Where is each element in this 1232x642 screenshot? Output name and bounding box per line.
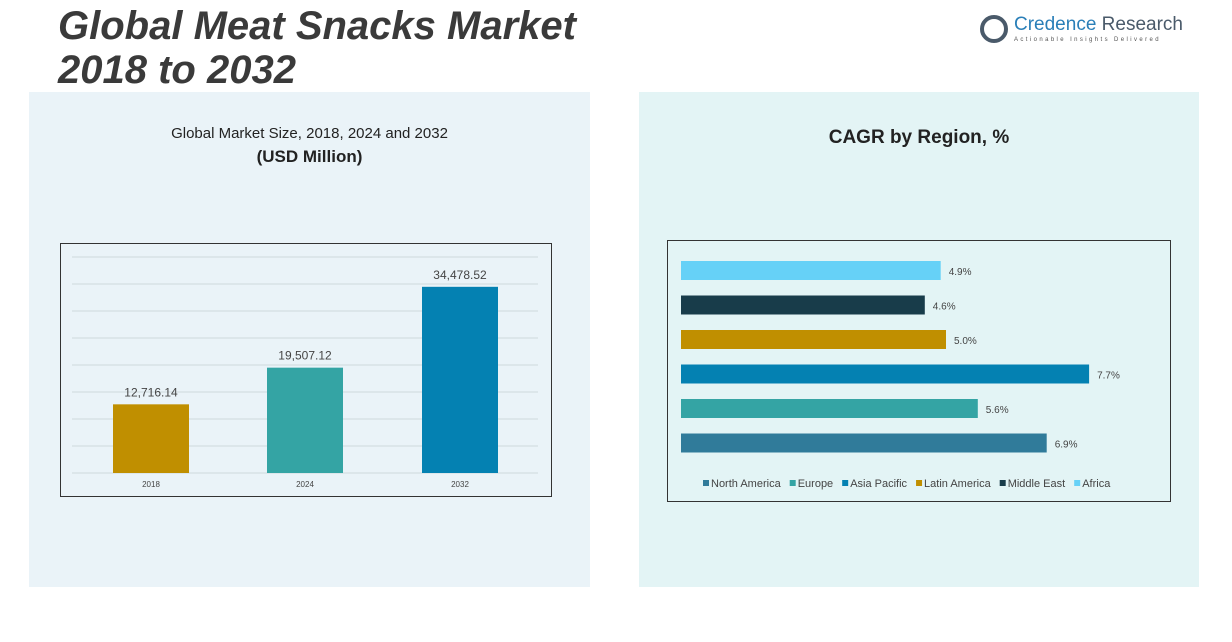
legend-label: Latin America xyxy=(924,478,992,490)
bar-middle-east xyxy=(681,295,925,315)
x-tick-label: 2018 xyxy=(142,480,160,489)
bar-asia-pacific xyxy=(681,364,1090,384)
legend-swatch xyxy=(789,480,796,486)
legend-swatch xyxy=(703,480,709,486)
data-label: 34,478.52 xyxy=(433,268,487,282)
legend-swatch xyxy=(999,480,1006,486)
page-title: Global Meat Snacks Market 2018 to 2032 xyxy=(58,4,576,92)
legend-swatch xyxy=(916,480,923,486)
market-chart-subtitle: (USD Million) xyxy=(256,147,363,166)
legend-swatch xyxy=(842,480,849,486)
legend-swatch xyxy=(1074,480,1081,486)
data-label: 4.9% xyxy=(949,267,972,278)
cagr-chart-title: CAGR by Region, % xyxy=(828,127,1010,148)
legend-label: Middle East xyxy=(1008,478,1065,490)
market-chart-title: Global Market Size, 2018, 2024 and 2032 xyxy=(171,125,448,142)
logo-name-a: Credence xyxy=(1014,14,1097,35)
bar-europe xyxy=(681,399,978,418)
title-line-1: Global Meat Snacks Market xyxy=(58,4,576,48)
data-label: 5.6% xyxy=(986,405,1009,416)
data-label: 6.9% xyxy=(1055,440,1078,451)
bar-2024 xyxy=(267,367,343,473)
legend-label: Africa xyxy=(1082,478,1111,490)
bar-africa xyxy=(681,261,941,280)
cagr-chart-frame xyxy=(667,240,1171,502)
bar-2032 xyxy=(422,286,498,473)
legend-label: Europe xyxy=(798,478,833,490)
data-label: 4.6% xyxy=(933,302,956,313)
data-label: 12,716.14 xyxy=(124,385,178,399)
bar-latin-america xyxy=(681,330,946,349)
legend-label: Asia Pacific xyxy=(850,478,907,490)
data-label: 5.0% xyxy=(954,336,977,347)
data-label: 7.7% xyxy=(1097,371,1120,382)
x-tick-label: 2032 xyxy=(451,480,469,489)
x-tick-label: 2024 xyxy=(296,480,314,489)
logo-icon xyxy=(980,14,1008,43)
data-label: 19,507.12 xyxy=(278,349,332,363)
title-line-2: 2018 to 2032 xyxy=(58,48,296,92)
market-chart-frame xyxy=(60,243,552,497)
bar-2018 xyxy=(113,404,189,473)
legend-label: North America xyxy=(711,478,782,490)
bar-north-america xyxy=(681,433,1047,453)
logo-name-b: Research xyxy=(1096,14,1183,35)
logo-name: Credence Research xyxy=(1014,14,1183,36)
logo: Credence Research Actionable Insights De… xyxy=(980,14,1183,43)
logo-tagline: Actionable Insights Delivered xyxy=(1014,37,1161,43)
